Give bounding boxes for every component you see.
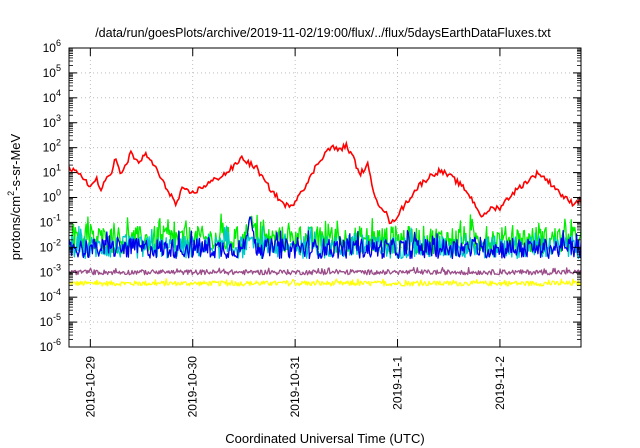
y-tick-base: 10: [40, 215, 54, 229]
series-line: [69, 140, 581, 225]
x-tick-label: 2019-10-29: [83, 356, 97, 418]
y-tick-exp: -4: [53, 287, 61, 297]
y-tick-base: 10: [43, 41, 57, 55]
y-tick-label: 101: [43, 163, 61, 180]
y-tick-label: 102: [43, 138, 61, 155]
y-tick-exp: 1: [56, 163, 61, 173]
y-axis: 10-610-510-410-310-210-11001011021031041…: [40, 38, 581, 354]
y-tick-base: 10: [40, 265, 54, 279]
x-tick-label: 2019-11-1: [391, 356, 405, 410]
y-tick-base: 10: [40, 340, 54, 354]
x-tick-label: 2019-10-31: [288, 356, 302, 418]
x-axis: 2019-10-29 2019-10-30 2019-10-31 2019-11-1 2…: [83, 48, 507, 417]
y-tick-label: 10-5: [40, 312, 61, 329]
x-tick-label: 2019-11-2: [493, 356, 507, 410]
y-tick-exp: 0: [56, 188, 61, 198]
y-tick-exp: -2: [53, 237, 61, 247]
series-line: [69, 225, 581, 260]
x-axis-label: Coordinated Universal Time (UTC): [225, 431, 424, 446]
x-tick-label: 2019-10-30: [186, 356, 200, 418]
y-tick-label: 10-3: [40, 262, 61, 279]
y-axis-label: protons/cm2-s-sr-MeV: [6, 133, 23, 260]
y-tick-base: 10: [40, 240, 54, 254]
y-tick-base: 10: [43, 166, 57, 180]
y-tick-label: 10-2: [40, 237, 61, 254]
y-tick-base: 10: [43, 66, 57, 80]
y-tick-exp: -5: [53, 312, 61, 322]
ylabel-main: protons/cm: [8, 196, 23, 260]
y-tick-exp: 6: [56, 38, 61, 48]
y-tick-exp: -6: [53, 337, 61, 347]
y-tick-exp: 2: [56, 138, 61, 148]
y-tick-exp: 5: [56, 63, 61, 73]
y-tick-label: 104: [43, 88, 61, 105]
y-tick-base: 10: [43, 116, 57, 130]
grid: [69, 48, 581, 347]
chart-title: /data/run/goesPlots/archive/2019-11-02/1…: [95, 26, 551, 40]
y-tick-base: 10: [40, 290, 54, 304]
y-tick-label: 10-4: [40, 287, 61, 304]
y-tick-exp: 4: [56, 88, 61, 98]
series-line: [69, 278, 581, 287]
ylabel-rest: -s-sr-MeV: [8, 133, 23, 190]
y-tick-exp: -3: [53, 262, 61, 272]
y-tick-base: 10: [43, 191, 57, 205]
y-tick-exp: -1: [53, 212, 61, 222]
y-tick-label: 10-6: [40, 337, 61, 354]
y-tick-exp: 3: [56, 113, 61, 123]
series-line: [69, 266, 581, 276]
y-tick-base: 10: [43, 91, 57, 105]
series-layer: [69, 140, 581, 287]
y-tick-base: 10: [40, 315, 54, 329]
y-tick-label: 10-1: [40, 212, 61, 229]
y-tick-label: 100: [43, 188, 61, 205]
y-tick-base: 10: [43, 141, 57, 155]
y-tick-label: 106: [43, 38, 61, 55]
series-line: [69, 216, 581, 260]
ylabel-sup: 2: [6, 191, 16, 196]
y-tick-label: 103: [43, 113, 61, 130]
y-tick-label: 105: [43, 63, 61, 80]
